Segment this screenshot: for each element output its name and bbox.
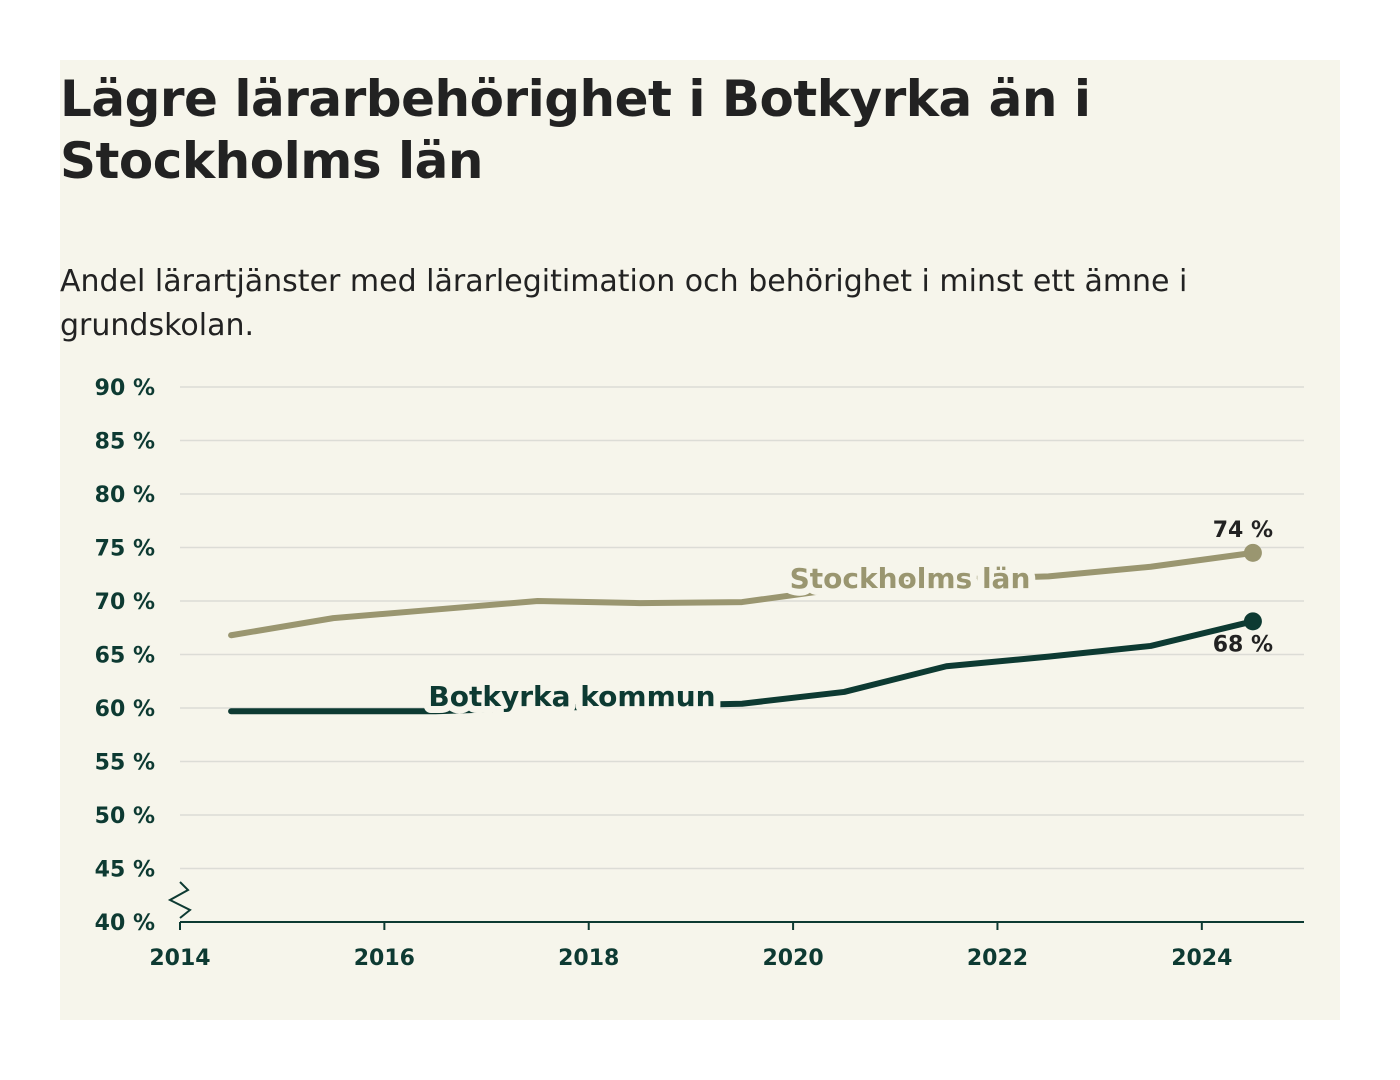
x-tick-label: 2018 [558, 946, 619, 971]
y-tick-label: 55 % [95, 751, 155, 776]
x-tick-label: 2014 [149, 946, 210, 971]
line-chart: 90 % 85 % 80 % 75 % 70 % 65 % 60 % 55 % 50 % 45 %… [95, 376, 1304, 971]
y-tick-label: 45 % [95, 858, 155, 883]
y-tick-label: 90 % [95, 376, 155, 401]
y-tick-label: 85 % [95, 430, 155, 455]
series-end-marker [1243, 612, 1262, 631]
y-tick-label: 60 % [95, 697, 155, 722]
chart-card: Lägre lärarbehörighet i Botkyrka än i St… [60, 60, 1340, 1020]
y-tick-label: 80 % [95, 483, 155, 508]
end-value-label: 68 % [1213, 632, 1273, 657]
series-line-stockholm [228, 549, 1256, 639]
y-tick-label: 75 % [95, 537, 155, 562]
end-value-label: 74 % [1213, 518, 1273, 543]
series-end-marker [1243, 543, 1262, 562]
series-line-botkyrka [228, 618, 1256, 715]
y-tick-label: 50 % [95, 804, 155, 829]
y-tick-label: 65 % [95, 644, 155, 669]
chart-subtitle: Andel lärartjänster med lärarlegitimatio… [60, 264, 1188, 343]
x-tick-label: 2022 [967, 946, 1028, 971]
axis-break-marker [167, 881, 192, 919]
y-tick-label: 70 % [95, 590, 155, 615]
x-tick-label: 2016 [354, 946, 415, 971]
chart-title: Lägre lärarbehörighet i Botkyrka än i St… [60, 70, 1091, 190]
x-tick-label: 2024 [1171, 946, 1232, 971]
series-label-stockholm: Stockholms län [790, 562, 1031, 595]
y-tick-label: 40 % [95, 911, 155, 936]
series-label-botkyrka: Botkyrka kommun [428, 680, 715, 713]
x-tick-label: 2020 [762, 946, 823, 971]
